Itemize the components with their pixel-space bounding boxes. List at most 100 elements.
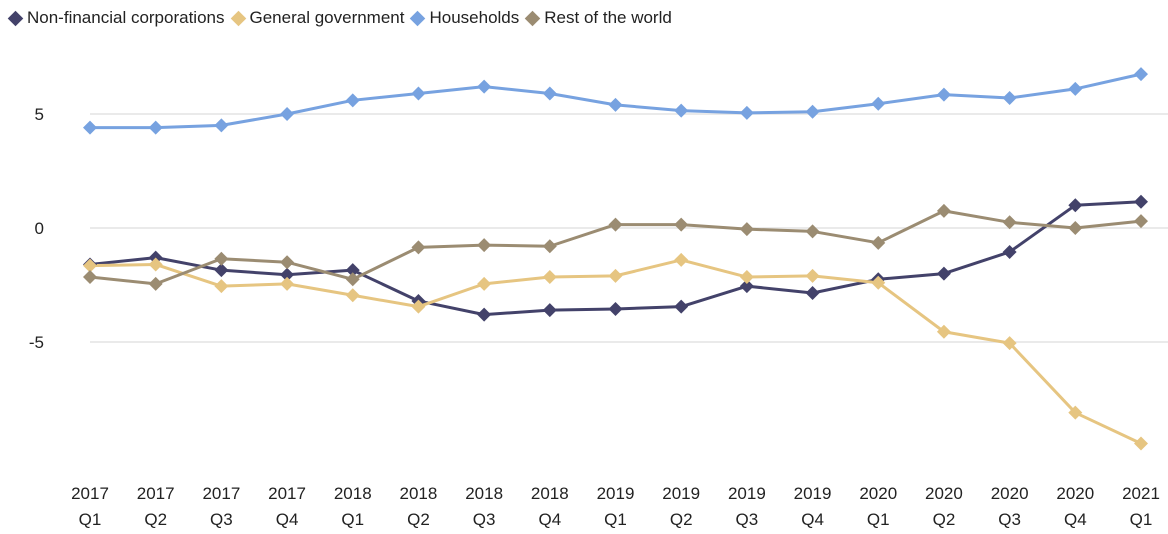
data-point-non-financial-corporations	[608, 301, 623, 316]
data-point-non-financial-corporations	[542, 303, 557, 318]
data-point-non-financial-corporations	[280, 267, 295, 282]
data-point-households	[345, 93, 360, 108]
data-point-general-government	[739, 270, 754, 285]
legend-label-rest-of-the-world: Rest of the world	[544, 8, 672, 27]
data-point-rest-of-the-world	[739, 222, 754, 237]
data-point-non-financial-corporations	[805, 285, 820, 300]
data-point-general-government	[542, 270, 557, 285]
data-point-households	[739, 105, 754, 120]
data-point-non-financial-corporations	[1002, 244, 1017, 259]
x-tick-label-year: 2019	[794, 484, 832, 503]
y-tick-label: 5	[35, 105, 44, 124]
data-point-rest-of-the-world	[83, 270, 97, 285]
y-tick-label: -5	[29, 333, 44, 352]
data-point-households	[674, 103, 689, 118]
series-lines	[88, 72, 1143, 445]
x-tick-label-year: 2020	[991, 484, 1029, 503]
data-point-non-financial-corporations	[1068, 198, 1083, 213]
x-tick-label-year: 2021	[1122, 484, 1160, 503]
data-point-general-government	[1134, 436, 1148, 451]
data-point-households	[411, 86, 426, 101]
data-point-general-government	[805, 268, 820, 283]
x-tick-label-year: 2018	[465, 484, 503, 503]
data-point-households	[608, 97, 623, 112]
x-tick-label-quarter: Q1	[867, 510, 890, 529]
data-point-rest-of-the-world	[411, 240, 426, 255]
x-tick-label-year: 2020	[1056, 484, 1094, 503]
data-point-rest-of-the-world	[1068, 221, 1083, 235]
chart-legend: Non-financial corporations General gover…	[6, 6, 676, 30]
data-point-rest-of-the-world	[477, 238, 492, 253]
data-point-general-government	[871, 275, 886, 290]
data-point-rest-of-the-world	[674, 217, 689, 232]
legend-item-households: Households	[408, 8, 519, 28]
data-point-general-government	[477, 276, 492, 291]
x-tick-label-year: 2020	[859, 484, 897, 503]
data-point-households	[542, 86, 557, 101]
data-point-rest-of-the-world	[936, 203, 951, 218]
x-tick-label-year: 2018	[531, 484, 569, 503]
legend-item-non-financial-corporations: Non-financial corporations	[6, 8, 225, 28]
data-point-rest-of-the-world	[542, 239, 557, 254]
data-point-general-government	[214, 279, 229, 294]
data-point-non-financial-corporations	[345, 263, 360, 278]
data-point-rest-of-the-world	[871, 235, 886, 250]
data-point-general-government	[280, 276, 295, 291]
x-tick-label-year: 2018	[334, 484, 372, 503]
legend-label-general-government: General government	[249, 8, 405, 27]
data-point-rest-of-the-world	[214, 251, 229, 266]
data-point-households	[1002, 91, 1017, 106]
x-tick-label-quarter: Q2	[933, 510, 956, 529]
data-point-general-government	[1002, 336, 1017, 351]
x-tick-label-quarter: Q1	[79, 510, 102, 529]
legend-item-general-government: General government	[229, 8, 405, 28]
legend-label-non-financial-corporations: Non-financial corporations	[27, 8, 225, 27]
x-tick-label-year: 2019	[597, 484, 635, 503]
data-point-non-financial-corporations	[477, 307, 492, 322]
x-tick-label-quarter: Q4	[538, 510, 561, 529]
data-point-general-government	[1068, 405, 1083, 420]
y-axis: 5 0 -5	[29, 105, 44, 352]
x-tick-label-year: 2017	[268, 484, 306, 503]
x-tick-label-year: 2020	[925, 484, 963, 503]
data-point-non-financial-corporations	[674, 299, 689, 314]
x-tick-label-quarter: Q4	[276, 510, 299, 529]
data-point-households	[148, 120, 163, 135]
x-tick-label-quarter: Q1	[341, 510, 364, 529]
data-point-rest-of-the-world	[280, 255, 295, 270]
data-point-general-government	[83, 258, 97, 273]
data-point-general-government	[411, 299, 426, 314]
x-tick-label-year: 2017	[137, 484, 175, 503]
x-tick-label-quarter: Q3	[736, 510, 759, 529]
data-point-non-financial-corporations	[936, 266, 951, 281]
data-point-general-government	[148, 257, 163, 272]
data-point-rest-of-the-world	[1134, 214, 1148, 229]
x-tick-label-year: 2017	[202, 484, 240, 503]
x-tick-label-quarter: Q4	[1064, 510, 1087, 529]
x-tick-label-quarter: Q3	[210, 510, 233, 529]
data-point-households	[936, 87, 951, 102]
x-tick-label-quarter: Q3	[473, 510, 496, 529]
data-point-households	[805, 104, 820, 119]
x-tick-label-quarter: Q2	[670, 510, 693, 529]
data-point-non-financial-corporations	[1134, 194, 1148, 209]
data-point-non-financial-corporations	[214, 263, 229, 278]
x-tick-label-quarter: Q2	[144, 510, 167, 529]
legend-label-households: Households	[429, 8, 520, 27]
data-point-general-government	[345, 288, 360, 303]
data-point-rest-of-the-world	[148, 276, 163, 291]
legend-item-rest-of-the-world: Rest of the world	[523, 8, 672, 28]
data-point-rest-of-the-world	[608, 217, 623, 232]
data-point-households	[280, 107, 295, 121]
x-tick-label-year: 2019	[662, 484, 700, 503]
data-point-rest-of-the-world	[1002, 215, 1017, 230]
data-point-households	[871, 96, 886, 111]
data-point-general-government	[608, 268, 623, 283]
x-tick-label-quarter: Q3	[998, 510, 1021, 529]
series-markers	[83, 67, 1148, 451]
data-point-households	[214, 118, 229, 133]
x-tick-label-year: 2019	[728, 484, 766, 503]
x-axis: 2017 Q1 2017 Q2 2017 Q3 2017 Q4 2018 Q1 2018 Q2 2018…	[71, 484, 1160, 529]
data-point-non-financial-corporations	[739, 279, 754, 294]
